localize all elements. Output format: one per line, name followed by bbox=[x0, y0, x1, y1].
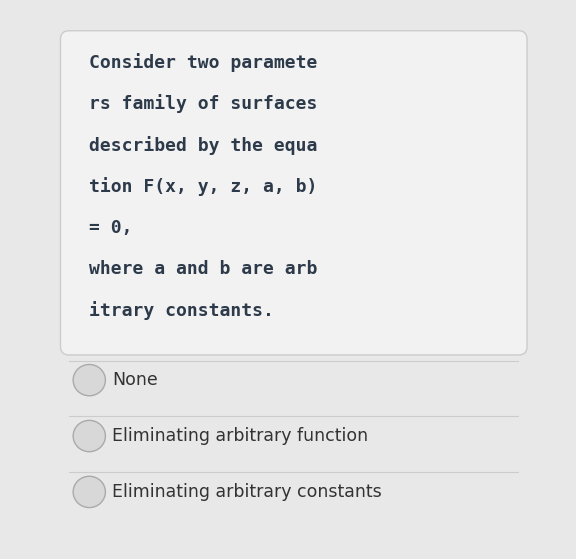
Text: Consider two paramete: Consider two paramete bbox=[89, 53, 317, 72]
Circle shape bbox=[73, 364, 105, 396]
Text: rs family of surfaces: rs family of surfaces bbox=[89, 94, 317, 113]
Text: tion F(x, y, z, a, b): tion F(x, y, z, a, b) bbox=[89, 177, 317, 196]
Text: itrary constants.: itrary constants. bbox=[89, 301, 274, 320]
Text: Eliminating arbitrary function: Eliminating arbitrary function bbox=[112, 427, 369, 445]
Text: described by the equa: described by the equa bbox=[89, 136, 317, 155]
Text: None: None bbox=[112, 371, 158, 389]
FancyBboxPatch shape bbox=[60, 31, 527, 355]
Text: Eliminating arbitrary constants: Eliminating arbitrary constants bbox=[112, 483, 382, 501]
Text: where a and b are arb: where a and b are arb bbox=[89, 260, 317, 278]
Text: = 0,: = 0, bbox=[89, 219, 133, 236]
Circle shape bbox=[73, 420, 105, 452]
Circle shape bbox=[73, 476, 105, 508]
